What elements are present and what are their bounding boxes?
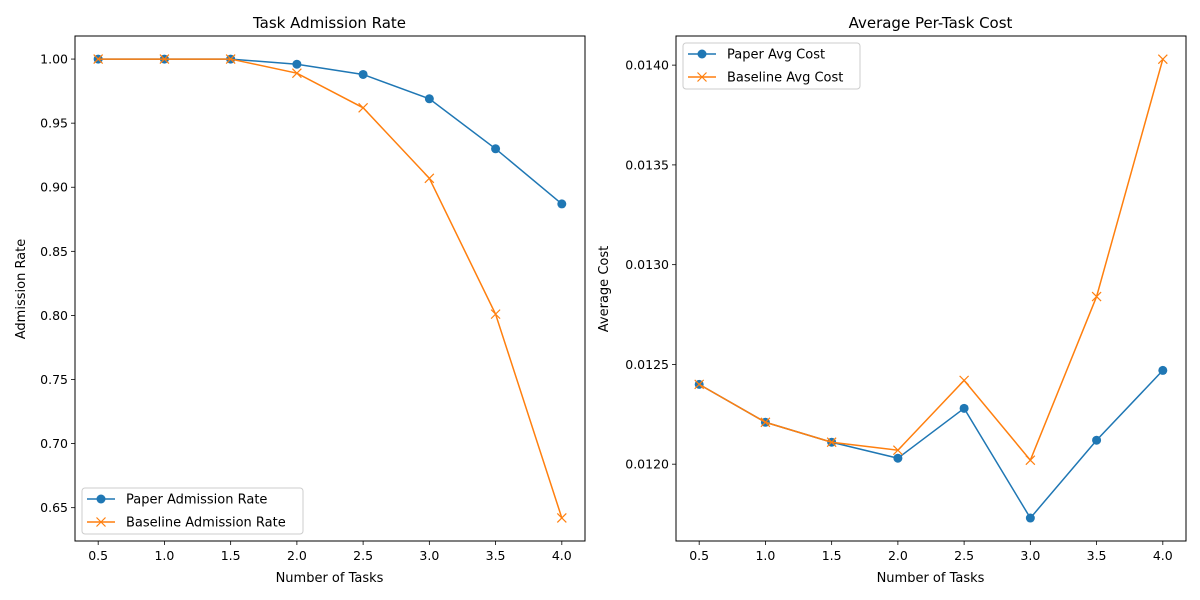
data-point (760, 417, 771, 428)
series-layer (694, 54, 1168, 523)
data-point (1025, 513, 1035, 523)
legend-marker-circle (697, 49, 707, 59)
legend-box (81, 487, 304, 535)
y-tick-label: 0.95 (40, 116, 68, 131)
x-tick-label: 1.0 (154, 548, 174, 563)
data-point (491, 144, 501, 154)
data-point (93, 54, 104, 64)
x-tick-label: 4.0 (1153, 548, 1173, 563)
data-point (1157, 54, 1168, 65)
legend: Paper Admission Rate Baseline Admission … (81, 487, 304, 535)
legend: Paper Avg Cost Baseline Avg Cost (682, 42, 861, 90)
data-point (159, 54, 170, 64)
y-tick-label: 0.0125 (625, 357, 669, 372)
x-tick-label: 3.5 (486, 548, 506, 563)
data-point (291, 68, 302, 79)
x-tick-label: 0.5 (88, 548, 108, 563)
series-line (98, 58, 563, 519)
data-point (1091, 291, 1102, 302)
y-tick-label: 0.85 (40, 244, 68, 259)
series-layer (93, 54, 567, 523)
y-tick-label: 0.70 (40, 436, 68, 451)
y-tick-label: 0.65 (40, 500, 68, 515)
legend-label-baseline: Baseline Avg Cost (727, 71, 843, 86)
data-point (826, 437, 837, 448)
data-point (1092, 435, 1102, 445)
data-point (424, 94, 434, 104)
legend-label-paper: Paper Avg Cost (727, 48, 825, 63)
legend-marker-x (697, 72, 707, 82)
legend-label-paper: Paper Admission Rate (126, 493, 267, 508)
data-point (959, 375, 970, 386)
y-tick-label: 0.0120 (625, 457, 669, 472)
plot-frame (675, 35, 1187, 542)
x-tick-label: 1.5 (221, 548, 241, 563)
legend-box (682, 42, 861, 90)
x-tick-label: 3.0 (1020, 548, 1040, 563)
legend-label-baseline: Baseline Admission Rate (126, 516, 286, 531)
y-tick-label: 0.0135 (625, 157, 669, 172)
chart-title: Average Per-Task Cost (849, 14, 1013, 32)
x-tick-label: 3.0 (419, 548, 439, 563)
chart-avg-cost: Average Per-Task Cost Number of Tasks Av… (597, 14, 1187, 586)
x-tick-label: 3.5 (1087, 548, 1107, 563)
x-tick-label: 2.0 (888, 548, 908, 563)
y-axis-label: Average Cost (597, 246, 612, 332)
data-point (893, 453, 903, 463)
data-point (1025, 455, 1036, 466)
y-tick-label: 1.00 (40, 52, 68, 67)
x-tick-label: 0.5 (689, 548, 709, 563)
data-point (556, 513, 567, 523)
x-tick-label: 1.0 (755, 548, 775, 563)
y-tick-label: 0.75 (40, 372, 68, 387)
x-tick-label: 4.0 (552, 548, 572, 563)
legend-marker-x (96, 517, 106, 527)
chart-admission-rate: Task Admission Rate Number of Tasks Admi… (14, 14, 586, 586)
x-tick-label: 1.5 (822, 548, 842, 563)
data-point (557, 199, 567, 209)
ticks: 0.5 1.0 1.5 2.0 2.5 3.0 3.5 4.0 0.65 0.70 0.75 0.80… (40, 52, 572, 563)
data-point (358, 69, 368, 79)
x-tick-label: 2.0 (287, 548, 307, 563)
y-tick-label: 0.80 (40, 308, 68, 323)
series-line (698, 58, 1164, 462)
data-point (424, 173, 435, 184)
y-tick-label: 0.0140 (625, 58, 669, 73)
chart-title: Task Admission Rate (252, 14, 406, 32)
data-point (358, 102, 369, 113)
x-axis-label: Number of Tasks (877, 571, 985, 586)
x-axis-label: Number of Tasks (276, 571, 384, 586)
x-tick-label: 2.5 (954, 548, 974, 563)
x-tick-label: 2.5 (353, 548, 373, 563)
plot-frame (74, 35, 586, 542)
y-axis-label: Admission Rate (14, 239, 29, 339)
data-point (490, 309, 501, 320)
data-point (959, 403, 969, 413)
y-tick-label: 0.0130 (625, 257, 669, 272)
data-point (1158, 365, 1168, 375)
data-point (292, 59, 302, 69)
data-point (225, 54, 236, 64)
ticks: 0.5 1.0 1.5 2.0 2.5 3.0 3.5 4.0 0.0120 0.0125 0.01… (625, 58, 1173, 563)
data-point (892, 445, 903, 456)
data-point (694, 379, 705, 390)
y-tick-label: 0.90 (40, 180, 68, 195)
legend-marker-circle (96, 494, 106, 504)
